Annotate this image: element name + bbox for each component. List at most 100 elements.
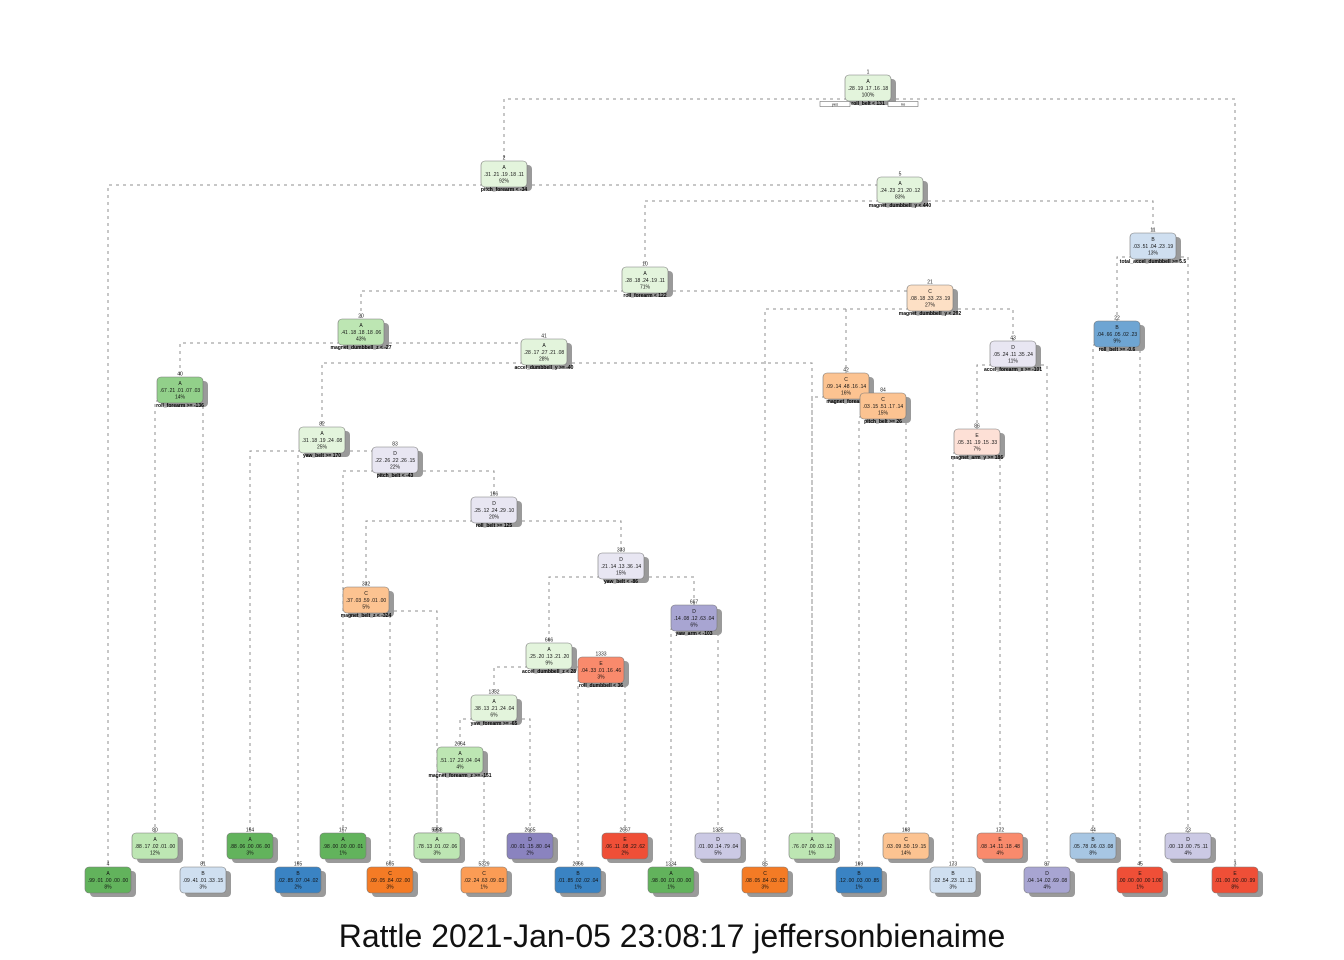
node-pct: 1% <box>667 885 675 891</box>
node-pct: 16% <box>841 391 852 397</box>
node-class: C <box>763 871 767 877</box>
node-probs: .98 .00 .00 .00 .01 <box>323 844 364 850</box>
tree-edge <box>503 98 868 161</box>
node-box <box>470 694 518 722</box>
node-number: 44 <box>1090 828 1096 834</box>
node-class: A <box>643 271 647 277</box>
node-number: 2667 <box>619 828 630 834</box>
node-probs: .78 .13 .01 .02 .06 <box>417 844 458 850</box>
node-number: 5328 <box>431 828 442 834</box>
tree-edge <box>977 452 1001 833</box>
node-pct: 14% <box>901 851 912 857</box>
tree-node: 86 E.05 .31 .19 .15 .337% magnet_arm_y >= … <box>951 424 1005 461</box>
node-number: 86 <box>974 424 980 430</box>
node-split-label: accel_dumbbell_y >= -40 <box>515 365 574 371</box>
node-probs: .28 .17 .27 .21 .08 <box>524 350 565 356</box>
node-class: E <box>599 661 603 667</box>
node-class: B <box>1115 325 1119 331</box>
node-number: 11 <box>1150 228 1155 234</box>
node-box <box>822 372 870 400</box>
node-pct: 9% <box>545 661 553 667</box>
node-number: 2666 <box>572 862 583 868</box>
node-number: 165 <box>294 862 303 868</box>
tree-edge <box>858 416 883 867</box>
node-pct: 3% <box>199 885 207 891</box>
node-box <box>906 284 954 312</box>
node-pct: 8% <box>1231 885 1239 891</box>
node-pct: 100% <box>862 93 875 99</box>
node-number: 666 <box>545 638 554 644</box>
node-number: 41 <box>541 334 547 340</box>
node-probs: .21 .14 .13 .36 .14 <box>601 564 642 570</box>
tree-edge <box>645 285 931 292</box>
tree-edge <box>366 610 438 833</box>
node-pct: 1% <box>339 851 347 857</box>
tree-edge <box>577 680 601 867</box>
node-box <box>577 656 625 684</box>
node-class: A <box>435 837 439 843</box>
node-pct: 5% <box>362 605 370 611</box>
node-probs: .06 .11 .08 .22 .62 <box>605 844 645 850</box>
node-pct: 1% <box>574 885 582 891</box>
tree-node: 2665 D.00 .01 .15 .80 .042% <box>506 828 558 863</box>
tree-edges <box>107 98 1236 867</box>
node-split-label: accel_dumbbell_z < 28 <box>522 669 576 675</box>
node-class: D <box>528 837 532 843</box>
node-probs: .02 .24 .63 .09 .03 <box>464 878 505 884</box>
node-box <box>1093 320 1141 348</box>
node-number: 173 <box>949 862 958 868</box>
node-number: 43 <box>1010 336 1016 342</box>
node-probs: .03 .15 .51 .17 .14 <box>863 404 904 410</box>
node-split-label: roll_belt >= 125 <box>476 523 513 529</box>
node-class: A <box>547 647 551 653</box>
node-split-label: yaw_forearm >= -65 <box>471 721 518 727</box>
tree-edge <box>952 452 977 867</box>
node-box <box>601 832 649 860</box>
node-split-label: magnet_dumbbell_y < 292 <box>899 311 962 317</box>
node-number: 2 <box>503 156 506 162</box>
node-class: E <box>1233 871 1237 877</box>
node-number: 85 <box>762 862 768 868</box>
node-number: 22 <box>1114 316 1120 322</box>
node-class: A <box>153 837 157 843</box>
node-number: 1332 <box>488 690 499 696</box>
node-probs: .09 .41 .01 .33 .15 <box>183 878 224 884</box>
svg-text:yes: yes <box>832 102 838 107</box>
node-box <box>1129 232 1177 260</box>
node-split-label: yaw_arm < -103 <box>675 631 712 637</box>
yes-label: yes <box>819 101 851 107</box>
node-split-label: magnet_arm_y >= 186 <box>951 455 1003 461</box>
node-split-label: yaw_belt >= 170 <box>303 453 341 459</box>
node-number: 5 <box>899 172 902 178</box>
node-probs: .00 .13 .00 .75 .11 <box>1168 844 1208 850</box>
node-number: 166 <box>490 492 499 498</box>
node-split-label: magnet_dumbbell_z < -27 <box>331 345 392 351</box>
node-probs: .08 .14 .11 .18 .48 <box>980 844 1020 850</box>
node-number: 21 <box>927 280 933 286</box>
node-pct: 2% <box>526 851 534 857</box>
node-split-label: pitch_belt >= 26 <box>864 419 902 425</box>
tree-node: 173 B.02 .54 .23 .11 .113% <box>929 862 981 897</box>
node-pct: 9% <box>1113 339 1121 345</box>
node-pct: 20% <box>489 515 500 521</box>
node-probs: .28 .18 .24 .19 .11 <box>625 278 665 284</box>
node-probs: .88 .17 .02 .01 .00 <box>135 844 176 850</box>
node-number: 45 <box>1137 862 1143 868</box>
node-box <box>131 832 179 860</box>
node-number: 81 <box>200 862 206 868</box>
node-pct: 71% <box>640 285 651 291</box>
node-pct: 27% <box>925 303 936 309</box>
node-probs: .01 .00 .00 .00 .99 <box>1215 878 1256 884</box>
node-number: 667 <box>690 600 699 606</box>
node-box <box>859 392 907 420</box>
node-probs: .02 .85 .07 .04 .02 <box>278 878 319 884</box>
node-number: 1 <box>867 70 870 76</box>
tree-node: 22 B.04 .66 .05 .02 .239% roll_belt >= -0.… <box>1093 316 1145 353</box>
node-number: 664 <box>433 828 442 834</box>
